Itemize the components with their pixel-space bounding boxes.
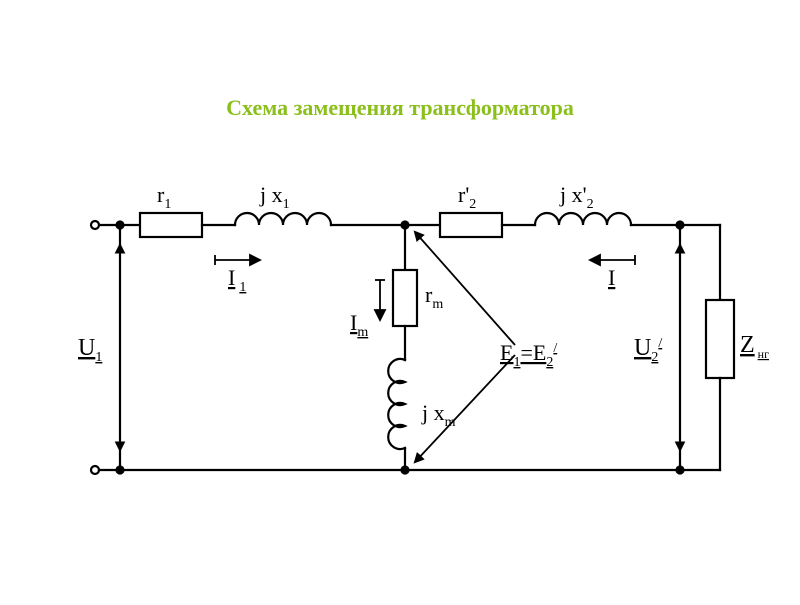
circuit-diagram: r1 j x1 r'2 j x'2 I1 I U1 Im rm j xm E1=…: [0, 0, 800, 600]
diagram-title: Схема замещения трансформатора: [0, 95, 800, 121]
label-u2: U2/: [634, 335, 662, 365]
label-r1: r1: [157, 182, 171, 212]
label-jxm: j xm: [421, 400, 456, 430]
label-jx1: j x1: [259, 182, 290, 212]
label-jx2: j x'2: [559, 182, 594, 212]
label-r2: r'2: [458, 182, 476, 212]
label-u1: U1: [78, 335, 102, 365]
label-i1: I1: [228, 265, 246, 295]
label-z: Zнг: [740, 332, 769, 361]
label-im: Im: [350, 310, 368, 340]
label-i: I: [608, 265, 615, 290]
label-e1e2: E1=E2/: [500, 340, 557, 370]
label-rm: rm: [425, 282, 443, 312]
